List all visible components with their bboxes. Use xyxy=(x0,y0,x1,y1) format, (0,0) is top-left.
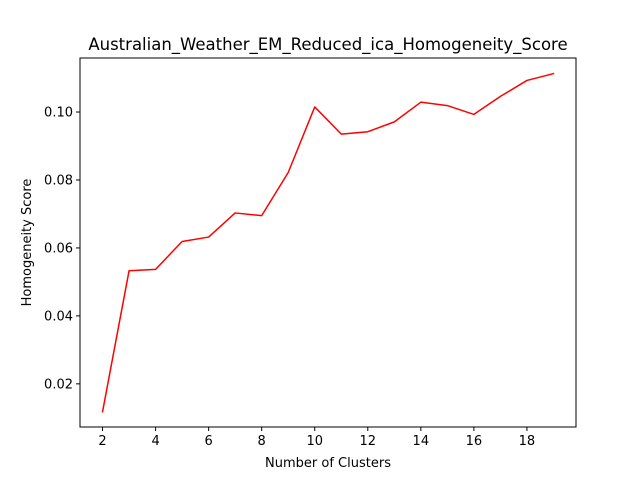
x-tick-label: 4 xyxy=(151,434,159,449)
x-tick-label: 18 xyxy=(519,434,536,449)
y-tick-label: 0.10 xyxy=(44,106,73,121)
x-axis-label: Number of Clusters xyxy=(265,456,391,471)
plot-area-frame xyxy=(79,57,577,428)
chart-title: Australian_Weather_EM_Reduced_ica_Homoge… xyxy=(88,35,567,55)
plot-layer xyxy=(101,72,555,413)
x-tick-label: 6 xyxy=(205,434,213,449)
x-tick-label: 2 xyxy=(98,434,106,449)
x-tick-label: 16 xyxy=(466,434,483,449)
y-tick-label: 0.08 xyxy=(44,173,73,188)
y-tick-label: 0.04 xyxy=(44,309,73,324)
y-tick-label: 0.06 xyxy=(44,241,73,256)
x-tick-label: 8 xyxy=(258,434,266,449)
x-tick-label: 10 xyxy=(306,434,323,449)
y-axis-label: Homogeneity Score xyxy=(20,179,35,307)
x-tick-label: 14 xyxy=(413,434,430,449)
series-line-0 xyxy=(101,72,555,413)
tick-layer: 2 4 6 8 10 12 14 16 18 0.02 0.04 0.06 0.08 0.10 xyxy=(44,106,535,449)
y-tick-label: 0.02 xyxy=(44,377,73,392)
x-tick-label: 12 xyxy=(360,434,377,449)
